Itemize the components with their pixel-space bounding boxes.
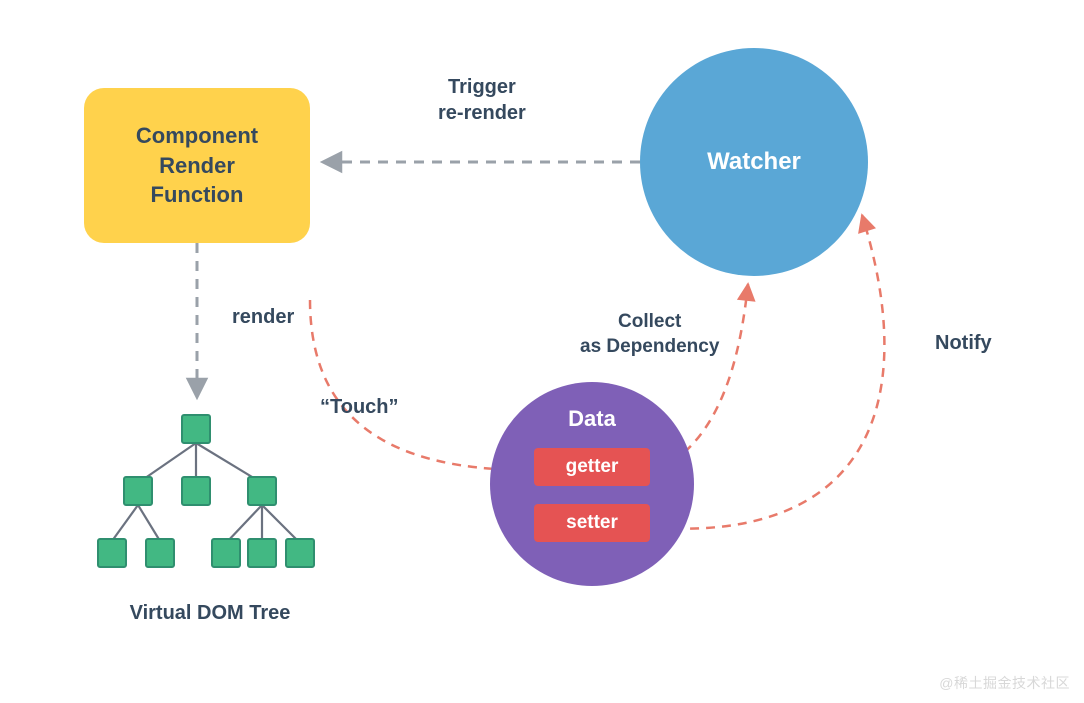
label-collect: Collect as Dependency xyxy=(580,310,719,359)
label-touch: “Touch” xyxy=(320,394,399,420)
vdom-tree xyxy=(98,415,314,567)
node-render-function: Component Render Function xyxy=(84,88,310,243)
vdom-caption: Virtual DOM Tree xyxy=(100,600,320,626)
node-watcher: Watcher xyxy=(640,48,868,276)
node-render-function-label: Component Render Function xyxy=(136,121,258,210)
label-notify: Notify xyxy=(935,330,992,356)
diagram-canvas: Component Render Function Watcher Data g… xyxy=(0,0,1084,703)
node-data-label: Data xyxy=(568,406,616,432)
node-watcher-label: Watcher xyxy=(707,148,801,176)
edge-touch xyxy=(310,300,528,470)
pill-getter: getter xyxy=(534,448,650,486)
label-render: render xyxy=(232,304,294,330)
watermark: @稀土掘金技术社区 xyxy=(939,673,1070,693)
pill-setter-label: setter xyxy=(566,512,618,534)
pill-getter-label: getter xyxy=(566,456,619,478)
label-trigger: Trigger re-render xyxy=(438,74,526,126)
node-data: Data getter setter xyxy=(490,382,694,586)
pill-setter: setter xyxy=(534,504,650,542)
